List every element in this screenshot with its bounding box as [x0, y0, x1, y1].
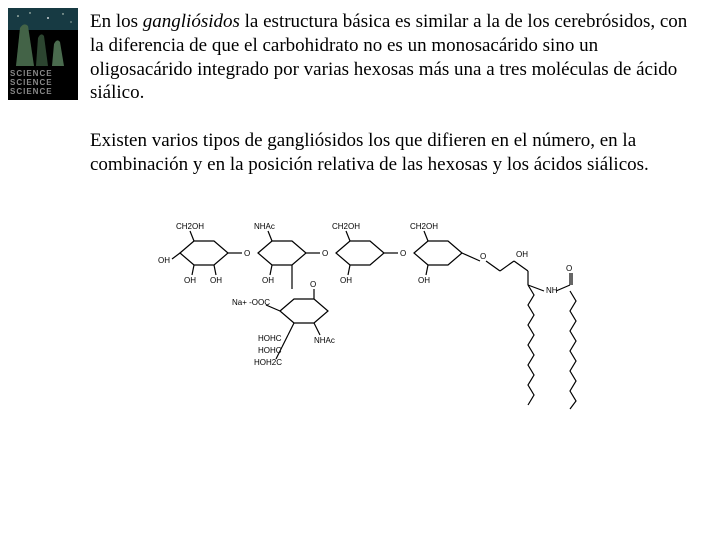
- paragraph-1: En los gangliósidos la estructura básica…: [90, 10, 690, 105]
- ring1-oh-a: OH: [158, 256, 170, 265]
- science-row: SCIENCE: [10, 79, 76, 87]
- ring3-oh: OH: [340, 276, 352, 285]
- logo-block: SCIENCE SCIENCE SCIENCE: [8, 8, 78, 100]
- p1-italic: gangliósidos: [143, 11, 240, 32]
- content-area: En los gangliósidos la estructura básica…: [90, 10, 690, 411]
- ring1-ch2oh: CH2OH: [176, 222, 204, 231]
- nebula-image: [8, 8, 78, 66]
- ring1-oh-b: OH: [184, 276, 196, 285]
- sialic-o: O: [310, 280, 316, 289]
- ring4-oh: OH: [418, 276, 430, 285]
- ring1-oh-c: OH: [210, 276, 222, 285]
- o-bridge-3: O: [400, 249, 406, 258]
- fatty-chain-1: [528, 285, 534, 405]
- sialic-hohc1: HOHC: [258, 334, 282, 343]
- sialic-hoh2c: HOH2C: [254, 358, 282, 367]
- ring2-oh: OH: [262, 276, 274, 285]
- o-bridge-2: O: [322, 249, 328, 258]
- paragraph-2: Existen varios tipos de gangliósidos los…: [90, 129, 690, 177]
- o-bridge-4: O: [480, 252, 486, 261]
- ring2-nhac: NHAc: [254, 222, 275, 231]
- science-label: SCIENCE SCIENCE SCIENCE: [8, 66, 78, 100]
- ganglioside-structure: CH2OH OH OH OH O NHAc OH: [150, 201, 630, 411]
- ring4-ch2oh: CH2OH: [410, 222, 438, 231]
- molecule-wrap: CH2OH OH OH OH O NHAc OH: [90, 201, 690, 411]
- ceramide-oh: OH: [516, 250, 528, 259]
- sialic-nhac: NHAc: [314, 336, 335, 345]
- science-row: SCIENCE: [10, 70, 76, 78]
- science-row: SCIENCE: [10, 88, 76, 96]
- ceramide-o1: O: [566, 264, 572, 273]
- fatty-chain-2: [570, 291, 576, 409]
- sialic-naooc: Na+ -OOC: [232, 298, 270, 307]
- p1-prefix: En los: [90, 11, 143, 32]
- o-bridge-1: O: [244, 249, 250, 258]
- ring3-ch2oh: CH2OH: [332, 222, 360, 231]
